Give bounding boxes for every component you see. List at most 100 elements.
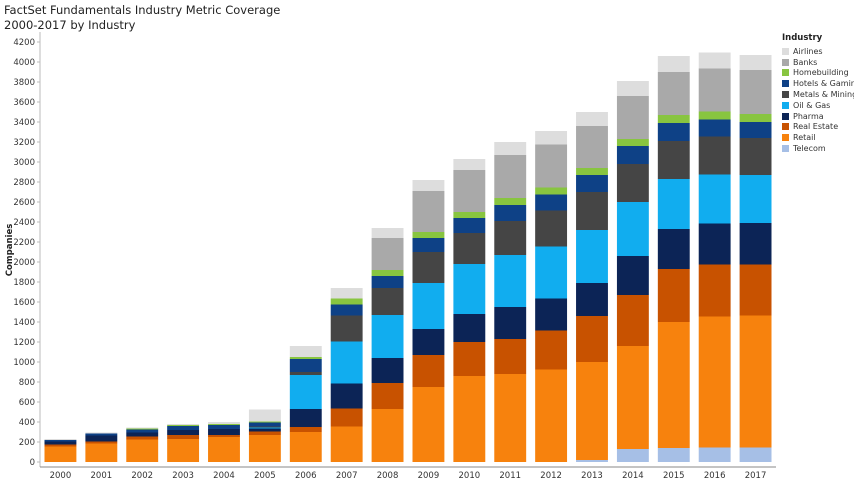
- bar-segment-hotels-gaming-2011: [494, 205, 527, 221]
- bar-segment-pharma-2012: [535, 298, 568, 331]
- bar-segment-oil-gas-2014: [616, 202, 649, 256]
- bar-segment-oil-gas-2013: [576, 230, 608, 283]
- x-tick-label: 2017: [745, 471, 767, 479]
- bar-segment-retail-2005: [248, 435, 281, 462]
- bar-segment-hotels-gaming-2010: [453, 218, 486, 233]
- bar-stack-2010: [453, 159, 486, 462]
- y-tick-label: 3800: [13, 78, 35, 88]
- legend-item-oil-gas[interactable]: Oil & Gas: [782, 100, 852, 111]
- legend-item-retail[interactable]: Retail: [782, 132, 852, 143]
- x-tick-label: 2005: [254, 471, 276, 479]
- bar-segment-hotels-gaming-2013: [576, 175, 608, 192]
- y-tick-label: 2600: [13, 198, 35, 208]
- y-tick-label: 1400: [13, 318, 35, 328]
- legend-label: Airlines: [793, 46, 823, 56]
- bar-segment-pharma-2014: [616, 256, 649, 295]
- x-tick-label: 2011: [499, 471, 521, 479]
- y-tick-label: 0: [30, 458, 35, 468]
- bar-segment-airlines-2017: [739, 55, 772, 70]
- bar-segment-airlines-2016: [698, 52, 731, 69]
- bar-stack-2004: [208, 422, 240, 462]
- bar-segment-airlines-2006: [289, 346, 322, 357]
- y-tick-label: 4000: [13, 58, 35, 68]
- y-tick-label: 3400: [13, 118, 35, 128]
- bar-stack-2011: [494, 142, 527, 462]
- x-tick-label: 2012: [540, 471, 562, 479]
- bar-segment-retail-2017: [739, 315, 772, 448]
- legend-label: Metals & Mining: [793, 90, 854, 100]
- x-tick-label: 2000: [50, 471, 72, 479]
- legend-swatch: [782, 91, 789, 99]
- legend-swatch: [782, 47, 789, 55]
- bar-segment-retail-2012: [535, 369, 568, 462]
- bar-segment-real-estate-2009: [412, 355, 445, 387]
- bar-segment-homebuilding-2008: [371, 270, 404, 276]
- chart-title: FactSet Fundamentals Industry Metric Cov…: [4, 3, 281, 17]
- bar-segment-pharma-2001: [85, 435, 118, 442]
- bar-segment-hotels-gaming-2001: [85, 433, 118, 436]
- bar-segment-real-estate-2007: [330, 408, 363, 427]
- bar-segment-oil-gas-2011: [494, 255, 527, 307]
- bar-segment-telecom-2016: [698, 447, 731, 462]
- bar-segment-real-estate-2010: [453, 342, 486, 376]
- legend-item-pharma[interactable]: Pharma: [782, 111, 852, 122]
- bar-segment-metals-mining-2014: [616, 164, 649, 202]
- legend-item-telecom[interactable]: Telecom: [782, 143, 852, 154]
- legend-swatch: [782, 80, 789, 88]
- bar-segment-hotels-gaming-2007: [330, 304, 363, 316]
- bar-segment-telecom-2017: [739, 447, 772, 462]
- bar-segment-pharma-2005: [248, 428, 281, 432]
- bar-segment-hotels-gaming-2014: [616, 146, 649, 164]
- bar-segment-telecom-2013: [576, 460, 608, 462]
- x-tick-label: 2015: [663, 471, 685, 479]
- bar-segment-retail-2008: [371, 409, 404, 462]
- y-tick-label: 1600: [13, 298, 35, 308]
- bar-segment-pharma-2011: [494, 307, 527, 339]
- bar-segment-banks-2011: [494, 155, 527, 198]
- legend-item-metals-mining[interactable]: Metals & Mining: [782, 89, 854, 100]
- y-tick-label: 1000: [13, 358, 35, 368]
- bar-segment-real-estate-2005: [248, 431, 281, 435]
- legend-item-hotels-gaming[interactable]: Hotels & Gaming: [782, 78, 854, 89]
- bar-segment-metals-mining-2005: [248, 426, 281, 428]
- bar-segment-homebuilding-2010: [453, 212, 486, 218]
- x-tick-label: 2014: [622, 471, 644, 479]
- legend: Industry Airlines Banks Homebuilding Hotels…: [782, 33, 854, 154]
- bar-stack-2001: [85, 432, 118, 462]
- bar-segment-oil-gas-2015: [657, 179, 690, 229]
- bar-segment-real-estate-2008: [371, 383, 404, 409]
- bar-segment-homebuilding-2011: [494, 198, 527, 205]
- bar-segment-pharma-2003: [167, 430, 200, 435]
- bar-segment-homebuilding-2004: [208, 424, 240, 425]
- bar-segment-metals-mining-2009: [412, 252, 445, 283]
- bar-segment-retail-2013: [576, 362, 608, 460]
- bar-segment-retail-2000: [44, 446, 77, 462]
- bar-segment-hotels-gaming-2017: [739, 122, 772, 138]
- bar-segment-oil-gas-2012: [535, 246, 568, 299]
- bar-segment-hotels-gaming-2009: [412, 238, 445, 252]
- bar-segment-airlines-2004: [208, 422, 240, 424]
- bar-segment-hotels-gaming-2016: [698, 119, 731, 137]
- bar-stack-2016: [698, 52, 731, 462]
- bar-segment-homebuilding-2016: [698, 111, 731, 120]
- legend-item-homebuilding[interactable]: Homebuilding: [782, 68, 852, 79]
- bar-segment-hotels-gaming-2005: [248, 422, 281, 427]
- bar-segment-airlines-2003: [167, 424, 200, 425]
- bar-stack-2015: [657, 56, 690, 462]
- bar-segment-hotels-gaming-2008: [371, 276, 404, 288]
- bar-segment-homebuilding-2017: [739, 114, 772, 122]
- bar-segment-oil-gas-2016: [698, 174, 731, 224]
- bar-segment-real-estate-2013: [576, 316, 608, 362]
- legend-swatch: [782, 101, 789, 109]
- bar-segment-oil-gas-2006: [289, 375, 322, 409]
- legend-item-airlines[interactable]: Airlines: [782, 46, 852, 57]
- bar-segment-hotels-gaming-2012: [535, 194, 568, 211]
- bar-stack-2017: [739, 55, 772, 462]
- legend-item-banks[interactable]: Banks: [782, 57, 852, 68]
- bar-segment-homebuilding-2015: [657, 115, 690, 123]
- bar-segment-oil-gas-2007: [330, 341, 363, 384]
- bar-segment-metals-mining-2013: [576, 192, 608, 230]
- legend-item-real-estate[interactable]: Real Estate: [782, 122, 852, 133]
- bar-segment-pharma-2000: [44, 441, 77, 445]
